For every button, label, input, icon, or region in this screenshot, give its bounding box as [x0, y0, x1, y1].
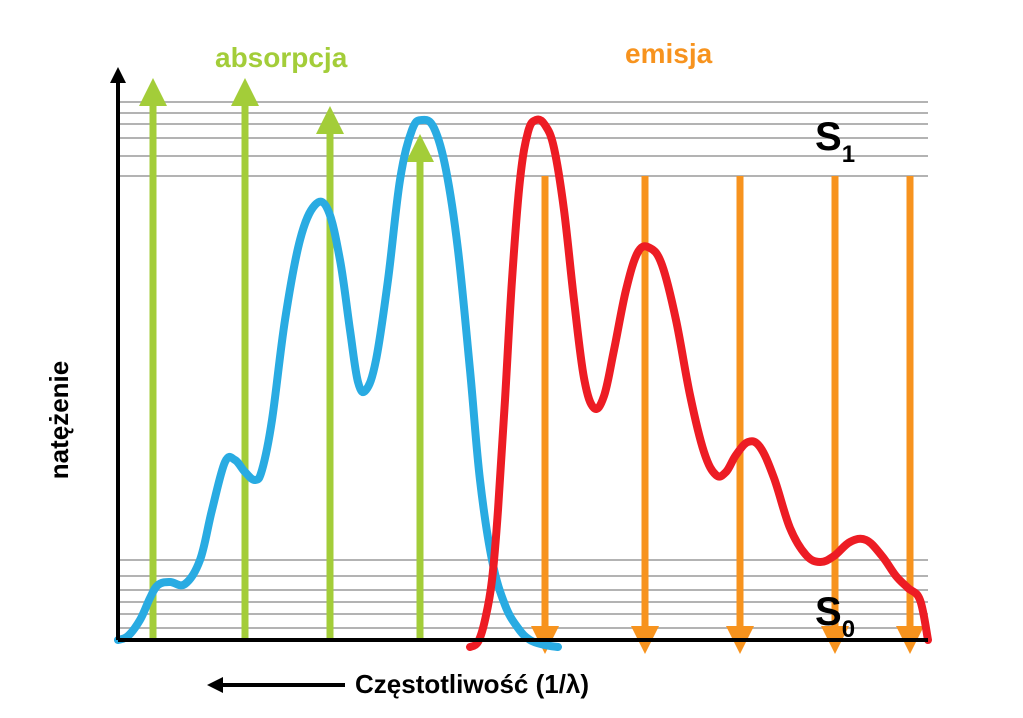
- diagram-container: absorpcja emisja natężenie Częstotliwość (1…: [0, 0, 1023, 718]
- y-axis-label: natężenie: [44, 361, 74, 480]
- emission-label: emisja: [625, 38, 713, 69]
- diagram-svg: absorpcja emisja natężenie Częstotliwość (1…: [0, 0, 1023, 718]
- x-axis-label: Częstotliwość (1/λ): [355, 669, 589, 699]
- absorption-label: absorpcja: [215, 42, 348, 73]
